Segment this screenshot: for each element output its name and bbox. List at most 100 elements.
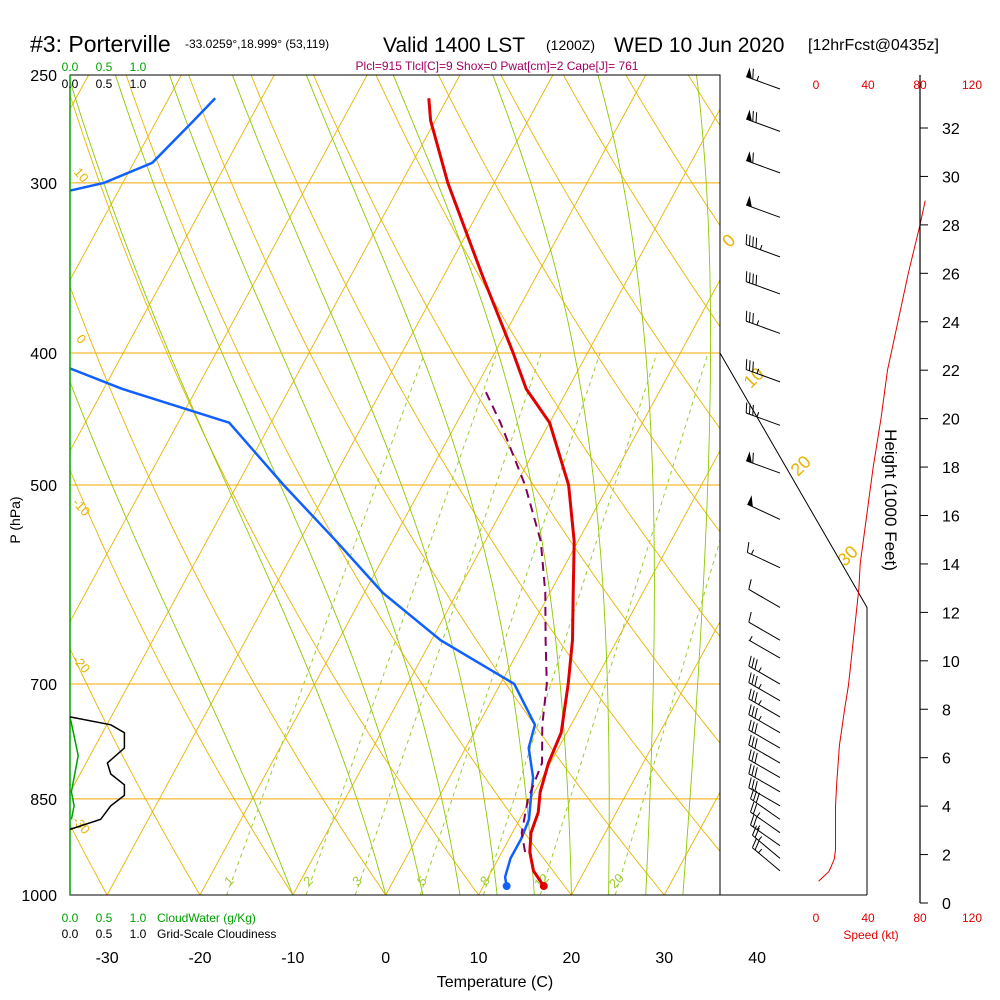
profile-lines [70,97,576,887]
speed-axis-label: Speed (kt) [843,928,898,942]
barb-flag [745,310,748,322]
barb-flag [755,792,760,803]
height-tick-label: 30 [942,169,960,186]
speed-tick-top: 0 [813,78,820,92]
barb-shaft [746,118,781,132]
isotherm [571,620,720,895]
height-axis-label: Height (1000 Feet) [881,429,900,571]
p-tick-label: 700 [30,677,57,694]
barb-shaft [748,639,781,659]
barb-pennant [746,67,752,79]
x-tick-label: -20 [188,950,211,967]
dry-adiabat [70,647,201,895]
mixing-ratio-line [354,352,542,895]
wind-barb [748,672,781,702]
surface-temp-dot [539,882,548,891]
wind-barb [751,825,781,859]
barb-flag [748,272,751,283]
cloudiness-tick-bottom: 0.5 [96,927,113,941]
barb-shaft [748,729,781,749]
isotherm [70,75,182,281]
dry-adiabat [375,75,720,638]
wind-barb [747,495,781,520]
isotherm [70,75,275,452]
moist-adiabat [114,75,424,895]
stats-line: Plcl=915 Tlcl[C]=9 Shox=0 Pwat[cm]=2 Cap… [356,59,639,73]
barb-shaft [748,665,781,685]
hodo-boundary [719,352,868,895]
barb-pennant [747,495,753,507]
barb-half [758,667,762,673]
barb-flag [748,579,752,590]
cloudwater-profile [69,716,79,820]
cloudiness-tick-top: 0.0 [62,77,79,91]
cloudiness-tick-bottom: 1.0 [130,927,147,941]
cloudwater-tick-top: 0.0 [62,60,79,74]
height-tick-label: 16 [942,509,960,526]
cloudiness-tick-top: 1.0 [130,77,147,91]
wind-barb [745,402,781,426]
barb-flag [748,311,751,323]
p-tick-label: 1000 [21,888,57,905]
barb-shaft [748,589,781,608]
barb-flag [751,690,755,701]
barb-flag [746,542,750,553]
barb-flag [752,236,754,247]
mixing-ratio-label: 2 [300,873,316,889]
p-tick-label: 400 [30,346,57,363]
mixing-ratio-line [539,352,709,895]
x-tick-label: 20 [563,950,581,967]
dry-adiabat [751,75,1000,895]
barb-flag [752,273,754,285]
moist-adiabat [169,75,461,895]
dry-adiabat [0,75,14,895]
moist-adiabat [492,75,610,895]
barb-flag [754,692,758,703]
barb-shaft [748,759,781,779]
dry-adiabat-label: 0 [718,230,739,251]
series-dewpoint [70,97,537,887]
barb-flag [755,237,758,249]
wind-barb [748,579,781,608]
dry-adiabat-label: 30 [834,542,862,570]
barb-flag [752,404,754,416]
barb-shaft [752,847,781,872]
wind-barb [745,234,781,258]
cloudwater-tick-top: 1.0 [130,60,147,74]
mixing-ratio-label: 3 [349,873,365,889]
cloudwater-label: CloudWater (g/Kg) [157,911,256,925]
wind-barb [748,704,781,734]
x-tick-label: 0 [381,950,390,967]
station-coords: -33.0259°,18.999° (53,119) [185,37,329,51]
barb-flag [752,152,754,164]
wind-barb [748,734,781,764]
barb-flag [752,816,758,828]
dry-adiabat [125,75,572,895]
moist-adiabat [70,380,294,895]
barb-flag [745,234,748,245]
barb-shaft [750,798,781,820]
barb-half [756,825,761,830]
barb-flag [751,751,755,762]
cloudiness-profile [69,716,126,831]
barb-shaft [748,698,781,718]
speed-profile [818,200,926,882]
barb-flag [748,403,751,415]
speed-tick-bottom: 40 [861,911,875,925]
height-tick-label: 24 [942,315,960,332]
wind-barb [748,763,781,793]
x-axis-label: Temperature (C) [437,974,553,991]
mixing-ratio-label: 5 [414,873,430,889]
barb-shaft [750,811,781,834]
moist-adiabat [392,75,572,895]
barb-shaft [747,552,781,569]
speed-tick-top: 120 [962,78,982,92]
barb-flag [751,765,755,776]
barb-flag [752,111,754,122]
mixing-ratio-line [614,538,720,895]
barb-flag [752,790,758,801]
mixing-ratio-line [305,352,498,895]
x-tick-label: -30 [96,950,119,967]
barb-half [756,368,760,374]
barb-flag [751,779,755,790]
